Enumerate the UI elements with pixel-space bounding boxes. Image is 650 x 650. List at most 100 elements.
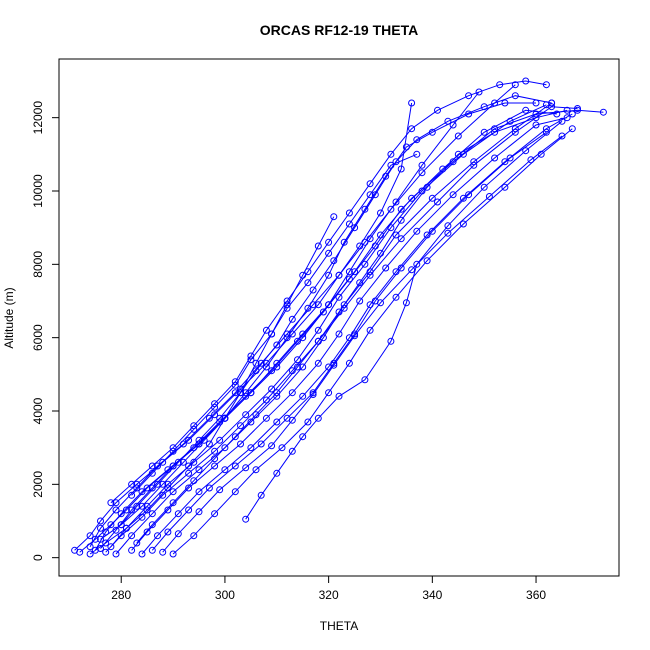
data-point <box>304 418 312 426</box>
x-tick-label: 300 <box>215 588 235 602</box>
data-point <box>309 391 317 398</box>
data-point <box>117 521 125 529</box>
data-point <box>237 440 244 448</box>
data-point <box>377 209 384 217</box>
data-point <box>506 154 514 162</box>
data-point <box>164 528 172 536</box>
data-point <box>408 266 416 274</box>
data-point <box>169 499 177 507</box>
data-point <box>231 389 239 397</box>
data-point <box>205 414 213 422</box>
data-point <box>387 205 395 213</box>
data-point <box>335 308 343 316</box>
data-point <box>377 249 384 257</box>
data-point <box>159 548 167 556</box>
data-point <box>273 389 281 397</box>
data-point <box>340 238 348 246</box>
data-point <box>112 506 120 514</box>
data-point <box>501 99 509 107</box>
series-line <box>120 95 552 526</box>
data-point <box>325 301 333 309</box>
data-point <box>397 205 405 213</box>
data-point <box>304 279 312 287</box>
data-point <box>459 220 467 228</box>
data-point <box>138 550 146 558</box>
data-point <box>195 466 203 474</box>
data-point <box>148 469 156 477</box>
data-point <box>335 293 343 301</box>
series-profile <box>133 106 571 547</box>
data-point <box>522 147 530 155</box>
data-point <box>325 238 333 246</box>
data-point <box>268 367 276 375</box>
data-point <box>148 462 156 470</box>
data-point <box>169 444 177 452</box>
data-point <box>408 194 416 202</box>
data-point <box>361 205 369 213</box>
data-point <box>444 229 452 237</box>
data-point <box>330 361 338 369</box>
data-point <box>102 539 110 547</box>
data-point <box>387 224 395 232</box>
data-point <box>377 299 384 307</box>
series-line <box>110 104 547 548</box>
data-point <box>221 466 229 474</box>
data-point <box>402 299 410 307</box>
data-point <box>195 488 203 496</box>
data-point <box>154 462 161 470</box>
data-point <box>257 440 265 448</box>
data-point <box>449 158 457 166</box>
data-point <box>174 458 182 466</box>
data-point <box>169 462 177 470</box>
series-line <box>100 109 604 549</box>
data-point <box>128 532 136 540</box>
data-point <box>361 238 369 246</box>
data-point <box>257 359 265 367</box>
x-tick-label: 320 <box>319 588 339 602</box>
data-point <box>558 117 566 125</box>
data-point <box>397 264 405 272</box>
data-point <box>351 268 359 276</box>
series-line <box>141 113 573 555</box>
data-point <box>314 414 322 422</box>
data-point <box>288 315 296 323</box>
data-point <box>366 326 374 334</box>
data-point <box>128 480 136 488</box>
data-point <box>195 508 203 516</box>
data-point <box>211 510 219 518</box>
y-tick-label: 0 <box>31 554 45 561</box>
series-profile <box>97 106 607 552</box>
data-point <box>283 334 291 342</box>
data-point <box>309 286 317 294</box>
series-profile <box>128 114 571 554</box>
data-point <box>273 469 281 477</box>
data-point <box>154 532 161 540</box>
data-point <box>185 436 193 444</box>
data-point <box>211 447 219 455</box>
series-line <box>136 109 568 544</box>
data-point <box>459 194 467 202</box>
series-profile <box>148 128 550 554</box>
data-point <box>200 436 208 444</box>
data-point <box>434 106 441 114</box>
data-point <box>330 257 338 265</box>
data-point <box>221 414 229 422</box>
data-point <box>527 156 535 164</box>
y-tick-label: 12000 <box>31 101 45 135</box>
series-profile <box>159 132 566 556</box>
series-profile <box>102 103 581 556</box>
data-point <box>532 121 540 129</box>
data-point <box>252 367 260 375</box>
data-point <box>143 484 151 492</box>
data-point <box>148 546 156 554</box>
data-point <box>231 488 239 496</box>
data-point <box>335 392 343 400</box>
data-point <box>574 105 581 112</box>
data-point <box>480 128 488 136</box>
data-point <box>294 363 301 371</box>
data-point <box>273 341 281 349</box>
data-point <box>563 106 571 114</box>
data-point <box>491 154 499 162</box>
data-point <box>231 433 239 441</box>
data-point <box>211 462 219 470</box>
